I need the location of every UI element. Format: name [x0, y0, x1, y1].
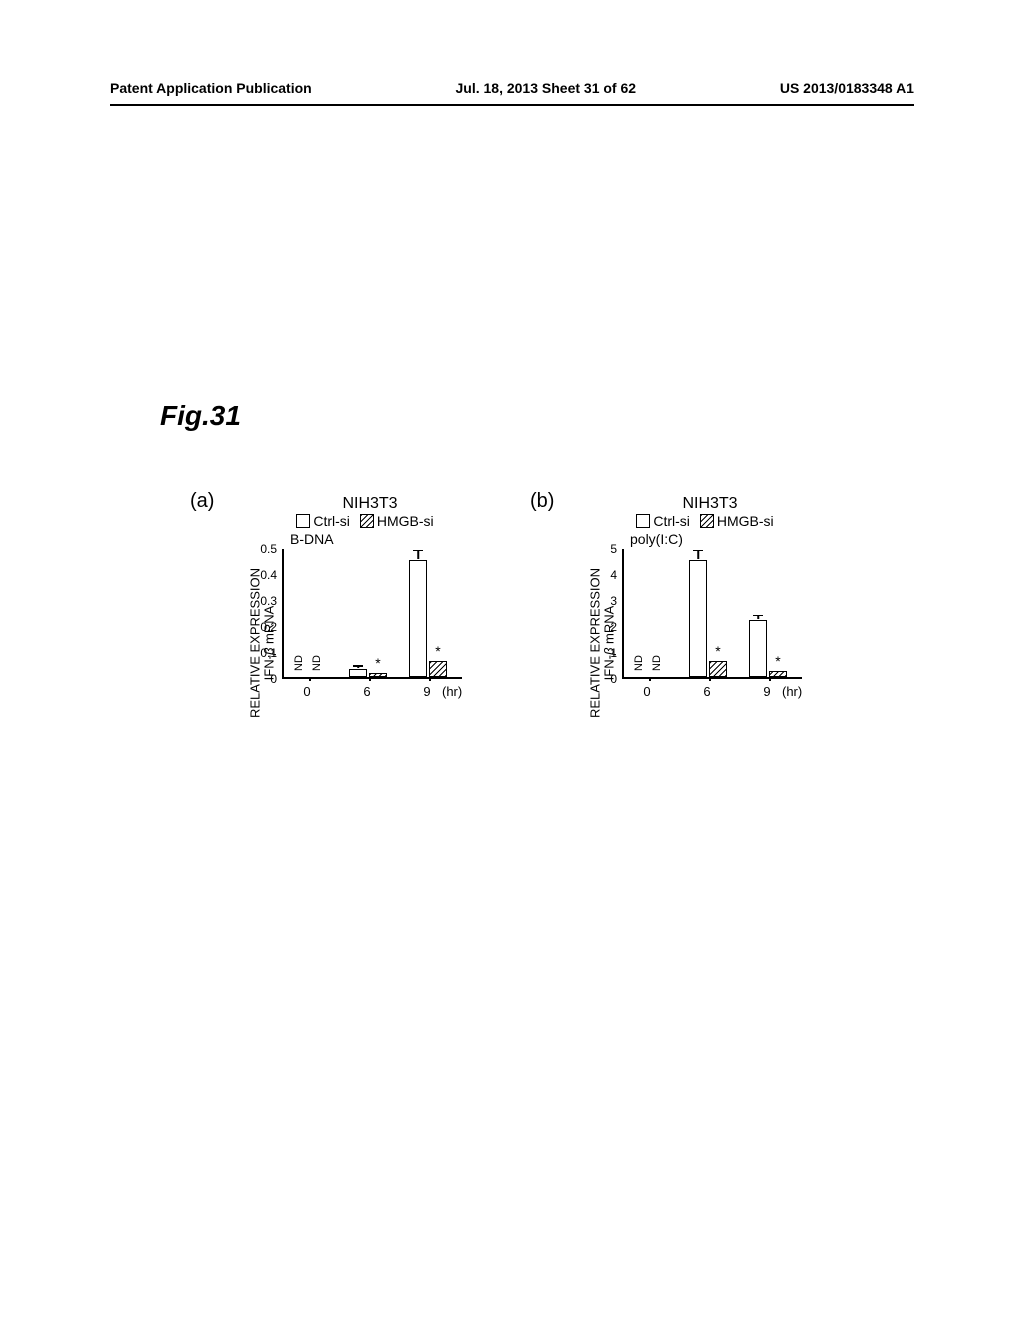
legend-hmgb: HMGB-si [360, 513, 434, 529]
panel-a-legend: Ctrl-si HMGB-si [240, 513, 490, 529]
error-bar [757, 616, 759, 619]
header-left: Patent Application Publication [110, 80, 312, 96]
charts-container: (a) NIH3T3 Ctrl-si HMGB-si B-DNA RELATIV… [190, 490, 830, 719]
y-tick: 2 [610, 620, 617, 634]
header-divider [110, 104, 914, 106]
bar-hmgb [769, 671, 787, 678]
x-tick: 0 [303, 684, 310, 699]
y-tick: 1 [610, 646, 617, 660]
x-tick: 0 [643, 684, 650, 699]
legend-ctrl-label-b: Ctrl-si [653, 513, 690, 529]
legend-ctrl-swatch-b [636, 514, 650, 528]
x-unit: (hr) [782, 684, 802, 699]
figure-title: Fig.31 [160, 400, 241, 432]
legend-hmgb-label-b: HMGB-si [717, 513, 774, 529]
panel-a: (a) NIH3T3 Ctrl-si HMGB-si B-DNA RELATIV… [190, 490, 490, 719]
nd-label: ND [293, 655, 305, 671]
error-cap [413, 550, 423, 552]
y-tick: 4 [610, 568, 617, 582]
y-tick: 0.3 [260, 594, 277, 608]
significance-star: * [715, 643, 720, 659]
panel-b: (b) NIH3T3 Ctrl-si HMGB-si poly(I:C) REL… [530, 490, 830, 719]
legend-ctrl-label: Ctrl-si [313, 513, 350, 529]
bar-hmgb [429, 661, 447, 677]
bar-ctrl [689, 560, 707, 677]
legend-ctrl-b: Ctrl-si [636, 513, 690, 529]
x-tick: 9 [763, 684, 770, 699]
bar-hmgb [709, 661, 727, 677]
legend-hmgb-swatch-b [700, 514, 714, 528]
x-tick: 6 [363, 684, 370, 699]
header-right: US 2013/0183348 A1 [780, 80, 914, 96]
x-tick-mark [309, 677, 311, 681]
panel-b-yticks: 012345 [590, 549, 620, 679]
bar-ctrl [349, 669, 367, 677]
error-cap [693, 550, 703, 552]
error-cap [353, 665, 363, 667]
significance-star: * [775, 653, 780, 669]
x-tick-mark [709, 677, 711, 681]
y-tick: 0.5 [260, 542, 277, 556]
y-tick: 0 [270, 672, 277, 686]
x-tick: 6 [703, 684, 710, 699]
panel-a-cell-line: NIH3T3 [250, 495, 490, 513]
panel-a-plot: ND ND * * [282, 549, 462, 679]
x-tick: 9 [423, 684, 430, 699]
y-tick: 5 [610, 542, 617, 556]
error-bar [417, 551, 419, 559]
legend-hmgb-swatch [360, 514, 374, 528]
x-unit: (hr) [442, 684, 462, 699]
bar-ctrl [749, 620, 767, 677]
panel-a-yticks: 00.10.20.30.40.5 [250, 549, 280, 679]
page-header: Patent Application Publication Jul. 18, … [0, 80, 1024, 96]
y-tick: 0 [610, 672, 617, 686]
nd-label: ND [633, 655, 645, 671]
legend-ctrl: Ctrl-si [296, 513, 350, 529]
panel-a-stimulus: B-DNA [290, 531, 490, 547]
significance-star: * [435, 643, 440, 659]
y-tick: 0.4 [260, 568, 277, 582]
panel-b-plot: ND ND * * [622, 549, 802, 679]
error-cap [753, 615, 763, 617]
legend-hmgb-b: HMGB-si [700, 513, 774, 529]
bar-ctrl [409, 560, 427, 677]
panel-a-label: (a) [190, 490, 214, 513]
panel-b-label: (b) [530, 490, 554, 513]
error-bar [697, 551, 699, 559]
panel-b-chart: RELATIVE EXPRESSION IFN-β mRNA 012345 ND… [530, 549, 830, 719]
panel-a-chart: RELATIVE EXPRESSION IFN-β mRNA 00.10.20.… [190, 549, 490, 719]
panel-b-legend: Ctrl-si HMGB-si [580, 513, 830, 529]
error-bar [357, 667, 359, 668]
legend-hmgb-label: HMGB-si [377, 513, 434, 529]
significance-star: * [375, 655, 380, 671]
x-tick-mark [649, 677, 651, 681]
y-tick: 0.1 [260, 646, 277, 660]
nd-label: ND [651, 655, 663, 671]
panel-b-stimulus: poly(I:C) [630, 531, 830, 547]
x-tick-mark [769, 677, 771, 681]
y-tick: 0.2 [260, 620, 277, 634]
legend-ctrl-swatch [296, 514, 310, 528]
nd-label: ND [311, 655, 323, 671]
x-tick-mark [369, 677, 371, 681]
header-center: Jul. 18, 2013 Sheet 31 of 62 [456, 80, 637, 96]
y-tick: 3 [610, 594, 617, 608]
x-tick-mark [429, 677, 431, 681]
bar-hmgb [369, 673, 387, 677]
panel-b-cell-line: NIH3T3 [590, 495, 830, 513]
